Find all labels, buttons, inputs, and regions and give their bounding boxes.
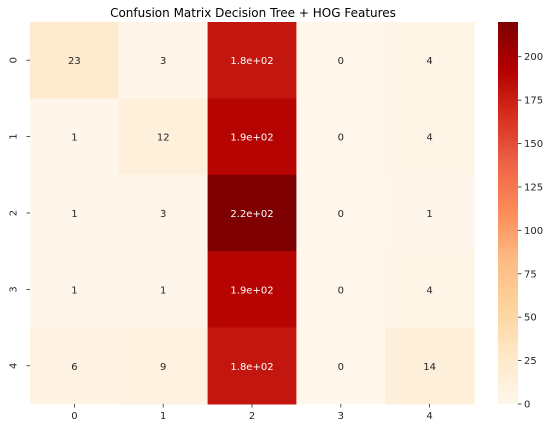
heatmap-cell: [118, 98, 209, 176]
cell-annotation: 1: [71, 285, 77, 296]
cell-annotation: 3: [160, 56, 166, 67]
chart-title: Confusion Matrix Decision Tree + HOG Fea…: [110, 6, 396, 20]
heatmap-annotations: 23 3 1.8e+02 0 4 1 12 1.9e+02 0 4 1 3 2.2e+02 0 1 1 1 1.9…: [68, 56, 436, 373]
heatmap-cell: [207, 327, 297, 405]
colorbar-tick-label: 175: [524, 96, 543, 107]
cell-annotation: 4: [426, 133, 432, 144]
x-tick-label: 1: [160, 411, 166, 422]
cell-annotation: 0: [338, 56, 344, 67]
x-tick-label: 2: [249, 411, 255, 422]
heatmap-cell: [207, 174, 297, 252]
heatmap-cell: [207, 22, 297, 99]
heatmap-cell: [207, 98, 297, 176]
colorbar-gradient: [498, 22, 518, 404]
y-tick-label: 1: [9, 133, 20, 139]
heatmap-cell: [207, 251, 297, 329]
colorbar-tick-label: 125: [524, 182, 543, 193]
y-tick-label: 2: [9, 210, 20, 216]
cell-annotation: 14: [423, 362, 436, 373]
y-axis: 0 1 2 3 4: [9, 57, 30, 369]
y-tick-label: 3: [9, 286, 20, 292]
colorbar-tick-label: 200: [524, 52, 543, 63]
colorbar-tick-label: 75: [524, 269, 537, 280]
cell-annotation: 0: [338, 133, 344, 144]
heatmap-cell: [385, 327, 475, 405]
cell-annotation: 1: [71, 133, 77, 144]
heatmap-cell: [296, 327, 386, 405]
heatmap-cell: [385, 174, 475, 252]
cell-annotation: 0: [338, 362, 344, 373]
x-tick-label: 3: [338, 411, 344, 422]
colorbar: 0 25 50 75 100 125 150 175 200: [498, 22, 543, 411]
heatmap-cell: [385, 98, 475, 176]
heatmap-cell: [118, 22, 209, 99]
colorbar-tick-label: 50: [524, 313, 537, 324]
heatmap-cell: [30, 251, 120, 329]
cell-annotation: 1.9e+02: [230, 285, 273, 296]
heatmap-cells: [30, 22, 475, 405]
heatmap-cell: [30, 327, 120, 405]
cell-annotation: 1: [160, 285, 166, 296]
y-tick-label: 0: [9, 57, 20, 63]
cell-annotation: 4: [426, 56, 432, 67]
y-tick-label: 4: [9, 363, 20, 369]
x-tick-label: 0: [71, 411, 77, 422]
heatmap-cell: [296, 98, 386, 176]
heatmap-cell: [385, 22, 475, 99]
cell-annotation: 3: [160, 209, 166, 220]
heatmap-cell: [118, 327, 209, 405]
x-tick-label: 4: [426, 411, 432, 422]
cell-annotation: 1.8e+02: [230, 56, 273, 67]
x-axis: 0 1 2 3 4: [71, 404, 433, 422]
cell-annotation: 1.8e+02: [230, 362, 273, 373]
cell-annotation: 9: [160, 362, 166, 373]
cell-annotation: 4: [426, 285, 432, 296]
heatmap-cell: [296, 174, 386, 252]
cell-annotation: 12: [157, 133, 170, 144]
heatmap-cell: [118, 174, 209, 252]
cell-annotation: 0: [338, 209, 344, 220]
cell-annotation: 1: [71, 209, 77, 220]
cell-annotation: 6: [71, 362, 77, 373]
heatmap-cell: [385, 251, 475, 329]
cell-annotation: 0: [338, 285, 344, 296]
heatmap-cell: [296, 251, 386, 329]
heatmap-cell: [118, 251, 209, 329]
colorbar-tick-label: 25: [524, 356, 537, 367]
heatmap-cell: [30, 22, 120, 99]
heatmap-cell: [30, 98, 120, 176]
heatmap-cell: [30, 174, 120, 252]
colorbar-tick-label: 150: [524, 139, 543, 150]
heatmap-cell: [296, 22, 386, 99]
cell-annotation: 1: [426, 209, 432, 220]
colorbar-ticks: 0 25 50 75 100 125 150 175 200: [518, 52, 543, 411]
colorbar-tick-label: 100: [524, 226, 543, 237]
cell-annotation: 1.9e+02: [230, 133, 273, 144]
colorbar-tick-label: 0: [524, 400, 530, 411]
cell-annotation: 23: [68, 56, 81, 67]
cell-annotation: 2.2e+02: [230, 209, 273, 220]
